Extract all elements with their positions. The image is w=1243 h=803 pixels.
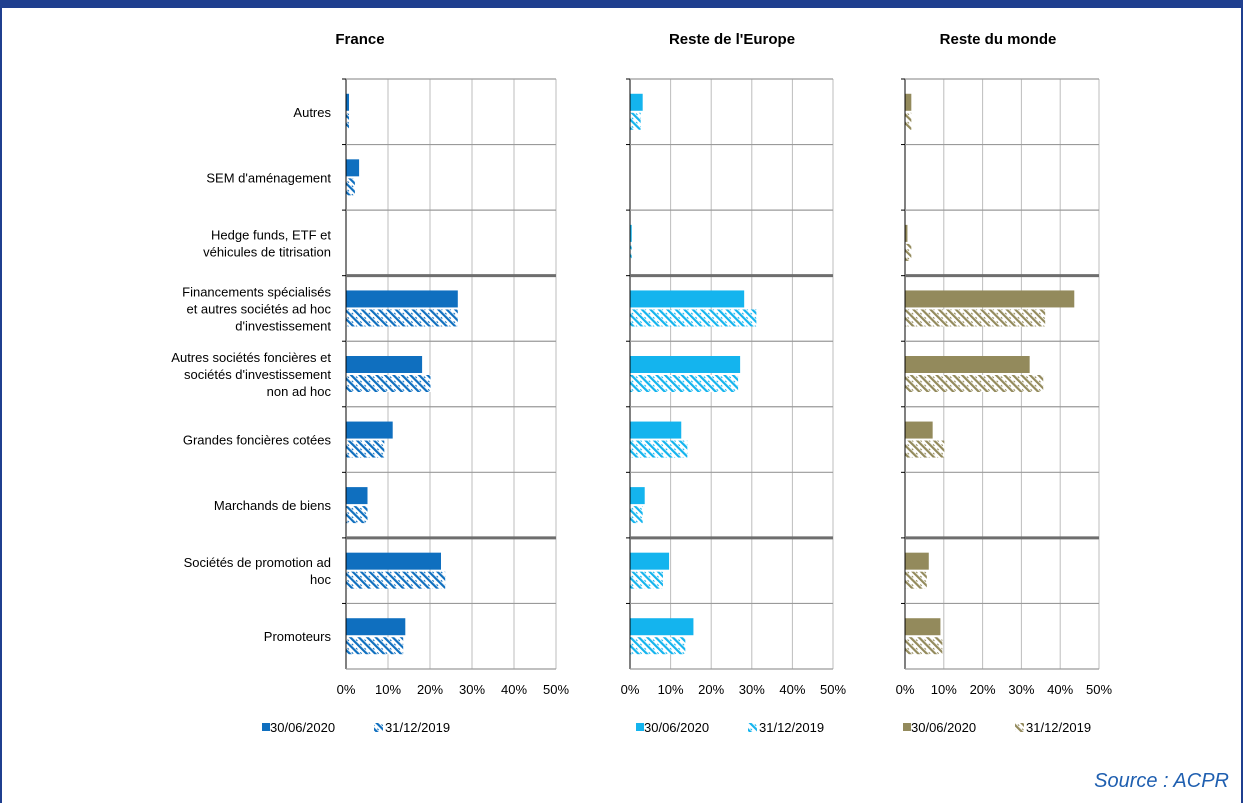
bar-30-06-2020: [346, 552, 441, 570]
bar-31-12-2019: [905, 375, 1044, 392]
legend-swatch-solid: [903, 723, 911, 731]
x-tick-label: 50%: [543, 682, 569, 697]
x-tick-label: 20%: [417, 682, 443, 697]
bar-31-12-2019: [905, 440, 945, 458]
x-tick-label: 20%: [970, 682, 996, 697]
bar-31-12-2019: [346, 309, 458, 327]
bar-31-12-2019: [630, 309, 757, 327]
bar-30-06-2020: [905, 618, 941, 636]
legend-label: 31/12/2019: [385, 720, 450, 735]
bar-30-06-2020: [905, 356, 1030, 373]
bar-31-12-2019: [630, 112, 641, 130]
bar-31-12-2019: [346, 178, 355, 196]
x-tick-label: 10%: [658, 682, 684, 697]
bar-30-06-2020: [630, 421, 682, 439]
bar-30-06-2020: [630, 290, 745, 308]
x-tick-label: 40%: [779, 682, 805, 697]
category-label: Autres: [293, 105, 331, 120]
bar-31-12-2019: [630, 506, 643, 524]
x-tick-label: 40%: [1047, 682, 1073, 697]
bar-30-06-2020: [630, 224, 632, 242]
x-tick-label: 30%: [1008, 682, 1034, 697]
bar-30-06-2020: [905, 552, 929, 570]
bar-31-12-2019: [905, 112, 912, 130]
x-tick-label: 10%: [375, 682, 401, 697]
bar-31-12-2019: [346, 375, 431, 392]
panel-title: France: [335, 31, 384, 48]
x-tick-label: 30%: [459, 682, 485, 697]
bar-31-12-2019: [630, 571, 663, 589]
bar-31-12-2019: [630, 243, 632, 261]
bar-30-06-2020: [630, 552, 670, 570]
category-label: Grandes foncières cotées: [183, 433, 332, 448]
x-tick-label: 0%: [896, 682, 915, 697]
category-label: Marchands de biens: [214, 498, 332, 513]
legend-label: 31/12/2019: [759, 720, 824, 735]
legend-swatch-hatched: [1015, 723, 1024, 732]
category-label: Promoteurs: [264, 629, 332, 644]
bar-30-06-2020: [346, 93, 350, 111]
bar-31-12-2019: [905, 243, 912, 261]
x-tick-label: 0%: [621, 682, 640, 697]
bar-31-12-2019: [905, 309, 1046, 327]
source-label: Source : ACPR: [1094, 770, 1229, 792]
bar-31-12-2019: [905, 637, 943, 655]
bar-30-06-2020: [346, 618, 406, 636]
bar-30-06-2020: [905, 421, 933, 439]
bar-30-06-2020: [346, 356, 423, 373]
category-label: Sociétés de promotion ad hoc: [184, 555, 332, 587]
top-band: [0, 0, 1243, 8]
x-tick-label: 50%: [1086, 682, 1112, 697]
panel-title: Reste du monde: [940, 31, 1057, 48]
bar-30-06-2020: [346, 159, 360, 177]
legend-label: 30/06/2020: [270, 720, 335, 735]
bar-31-12-2019: [630, 637, 686, 655]
bar-30-06-2020: [630, 618, 694, 636]
legend-swatch-solid: [262, 723, 270, 731]
left-border: [0, 0, 2, 803]
bar-30-06-2020: [346, 290, 458, 308]
x-tick-label: 50%: [820, 682, 846, 697]
bar-31-12-2019: [905, 571, 927, 589]
bar-30-06-2020: [630, 487, 645, 505]
bar-31-12-2019: [346, 506, 368, 524]
bar-30-06-2020: [905, 224, 908, 242]
category-label: Autres sociétés foncières et sociétés d'i…: [171, 350, 331, 399]
bar-30-06-2020: [905, 93, 912, 111]
category-label: Hedge funds, ETF et véhicules de titrisat…: [203, 227, 331, 259]
panel-title: Reste de l'Europe: [669, 31, 795, 48]
x-tick-label: 10%: [931, 682, 957, 697]
bar-30-06-2020: [630, 93, 643, 111]
category-label: Financements spécialisés et autres sociét…: [182, 284, 331, 333]
legend-label: 30/06/2020: [644, 720, 709, 735]
bar-31-12-2019: [630, 375, 739, 392]
bar-30-06-2020: [630, 356, 741, 373]
x-tick-label: 30%: [739, 682, 765, 697]
bar-31-12-2019: [346, 637, 404, 655]
x-tick-label: 20%: [698, 682, 724, 697]
x-tick-label: 40%: [501, 682, 527, 697]
bar-30-06-2020: [346, 487, 368, 505]
right-border: [1241, 0, 1243, 803]
bar-30-06-2020: [346, 421, 393, 439]
legend-label: 31/12/2019: [1026, 720, 1091, 735]
category-label: SEM d'aménagement: [206, 170, 331, 185]
legend-label: 30/06/2020: [911, 720, 976, 735]
legend-swatch-hatched: [374, 723, 383, 732]
legend-swatch-hatched: [748, 723, 757, 732]
x-tick-label: 0%: [337, 682, 356, 697]
bar-31-12-2019: [346, 440, 385, 458]
bar-30-06-2020: [905, 290, 1075, 308]
legend-swatch-solid: [636, 723, 644, 731]
bar-31-12-2019: [346, 571, 446, 589]
bar-31-12-2019: [346, 112, 350, 130]
bar-31-12-2019: [630, 440, 688, 458]
